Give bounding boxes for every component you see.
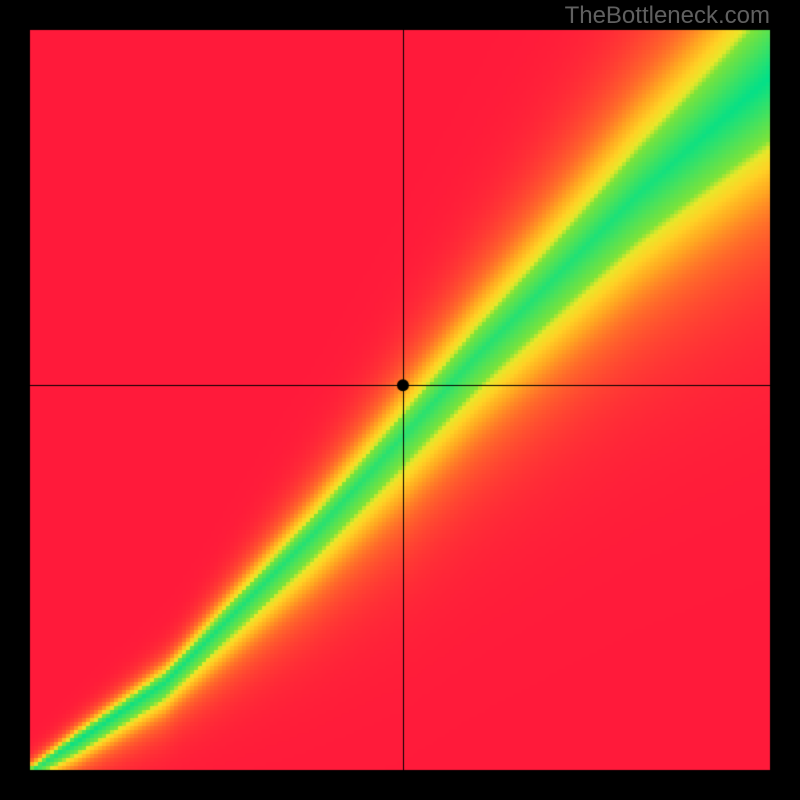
chart-container: TheBottleneck.com <box>0 0 800 800</box>
heatmap-canvas <box>0 0 800 800</box>
watermark-text: TheBottleneck.com <box>565 2 770 30</box>
